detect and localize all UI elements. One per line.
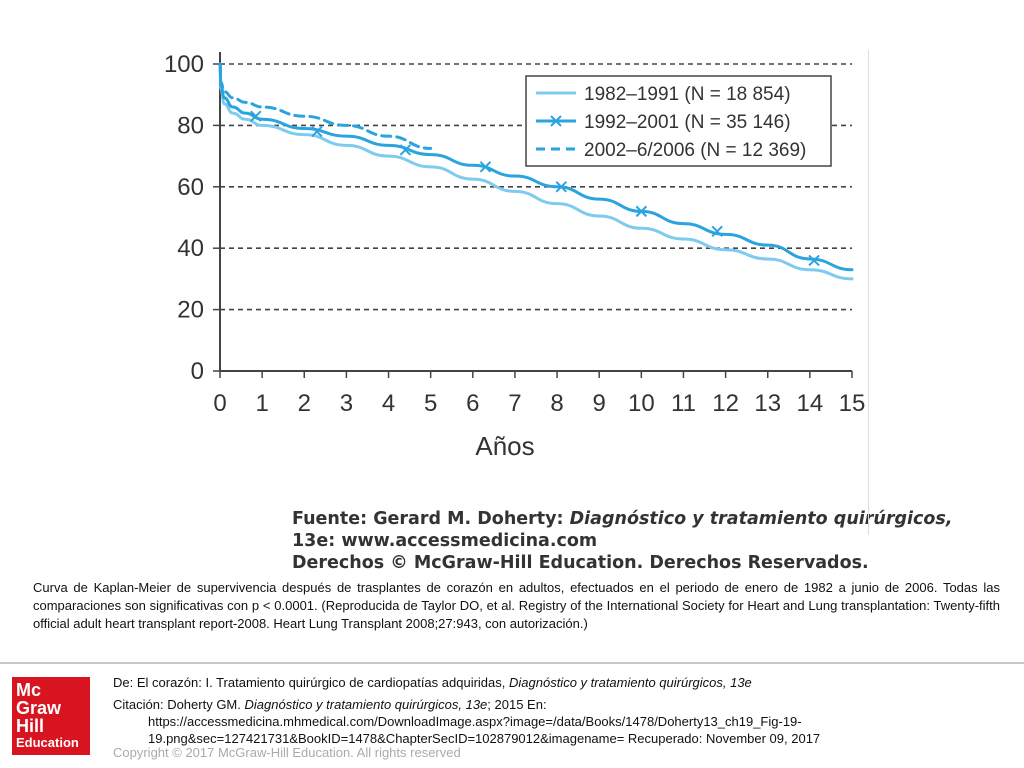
series-lines bbox=[218, 62, 854, 281]
y-tick-label-80: 80 bbox=[177, 112, 204, 139]
series-2-marker-4 bbox=[479, 161, 492, 173]
citation-url-2[interactable]: 19.png&sec=127421731&BookID=1478&Chapter… bbox=[148, 731, 821, 746]
x-tick-label-5: 5 bbox=[424, 390, 437, 417]
series-2-marker-5 bbox=[555, 181, 567, 193]
logo-line-2: Graw bbox=[16, 698, 62, 718]
series-2-marker-6 bbox=[635, 205, 648, 218]
citation-text: Citación: Doherty GM. bbox=[113, 697, 245, 712]
mcgraw-hill-logo: Mc Graw Hill Education bbox=[12, 677, 90, 755]
x-tick-label-6: 6 bbox=[466, 390, 479, 417]
x-tick-label-0: 0 bbox=[213, 390, 226, 417]
y-tick-label-20: 20 bbox=[177, 297, 204, 324]
de-book: Diagnóstico y tratamiento quirúrgicos, 1… bbox=[509, 675, 752, 690]
x-tick-label-3: 3 bbox=[340, 390, 353, 417]
logo-line-3: Hill bbox=[16, 716, 45, 736]
citation-line: Citación: Doherty GM. Diagnóstico y trat… bbox=[113, 696, 1013, 713]
legend: 1982–1991 (N = 18 854) 1992–2001 (N = 35 … bbox=[525, 75, 832, 167]
x-tick-label-10: 10 bbox=[628, 390, 655, 417]
x-tick-label-2: 2 bbox=[298, 390, 311, 417]
de-text: De: El corazón: I. Tratamiento quirúrgic… bbox=[113, 675, 509, 690]
citation-url-1[interactable]: https://accessmedicina.mhmedical.com/Dow… bbox=[148, 714, 802, 729]
logo-line-4: Education bbox=[16, 735, 79, 750]
x-tick-label-4: 4 bbox=[382, 390, 395, 417]
y-tick-label-40: 40 bbox=[177, 235, 204, 262]
y-tick-label-60: 60 bbox=[177, 174, 204, 201]
series-2-marker-1 bbox=[250, 110, 262, 122]
series-2-marker-8 bbox=[808, 254, 820, 267]
series-2-marker-7 bbox=[711, 225, 723, 238]
legend-marker-2 bbox=[550, 115, 562, 127]
x-tick-label-1: 1 bbox=[255, 390, 268, 417]
source-line-1: Fuente: Gerard M. Doherty: Diagnóstico y… bbox=[292, 508, 992, 530]
series-2-marker-2 bbox=[311, 125, 323, 138]
footer-divider bbox=[0, 662, 1024, 664]
citation-de: De: El corazón: I. Tratamiento quirúrgic… bbox=[113, 674, 1013, 691]
x-axis-title: Años bbox=[475, 431, 534, 461]
copyright-notice: Copyright © 2017 McGraw-Hill Education. … bbox=[113, 745, 461, 760]
source-line-3: Derechos © McGraw-Hill Education. Derech… bbox=[292, 553, 869, 573]
x-tick-label-13: 13 bbox=[754, 390, 781, 417]
axes bbox=[213, 52, 853, 378]
y-tick-label-100: 100 bbox=[164, 51, 204, 78]
y-tick-label-0: 0 bbox=[191, 358, 204, 385]
legend-box bbox=[525, 75, 832, 167]
source-author: Fuente: Gerard M. Doherty: bbox=[292, 509, 570, 529]
legend-label-3: 2002–6/2006 (N = 12 369) bbox=[584, 140, 806, 161]
figure-source: Fuente: Gerard M. Doherty: Diagnóstico y… bbox=[292, 508, 992, 574]
x-tick-label-11: 11 bbox=[671, 390, 696, 417]
chart-figure: 0 20 40 60 80 100 0 1 2 3 4 5 6 7 8 9 10 11 12 13 14 15 1982–… bbox=[140, 40, 952, 573]
series-line-1 bbox=[218, 62, 854, 281]
source-line-2: 13e: www.accessmedicina.com bbox=[292, 531, 598, 551]
figure-edge bbox=[868, 50, 869, 535]
logo-line-1: Mc bbox=[16, 680, 42, 700]
figure-caption: Curva de Kaplan-Meier de supervivencia d… bbox=[33, 580, 1000, 631]
x-tick-label-9: 9 bbox=[593, 390, 606, 417]
series-line-3 bbox=[218, 62, 433, 150]
x-tick-label-15: 15 bbox=[839, 390, 866, 417]
series-2-marker-3 bbox=[399, 144, 412, 156]
legend-label-2: 1992–2001 (N = 35 146) bbox=[584, 112, 791, 133]
source-book-title: Diagnóstico y tratamiento quirúrgicos, bbox=[569, 509, 953, 529]
x-tick-label-14: 14 bbox=[797, 390, 824, 417]
citation-block: De: El corazón: I. Tratamiento quirúrgic… bbox=[113, 674, 1013, 747]
citation-book: Diagnóstico y tratamiento quirúrgicos, 1… bbox=[244, 697, 488, 712]
legend-label-1: 1982–1991 (N = 18 854) bbox=[584, 84, 791, 105]
x-tick-label-7: 7 bbox=[508, 390, 521, 417]
x-tick-label-12: 12 bbox=[712, 390, 739, 417]
x-tick-label-8: 8 bbox=[550, 390, 563, 417]
citation-edition: ; 2015 En: bbox=[487, 697, 547, 712]
